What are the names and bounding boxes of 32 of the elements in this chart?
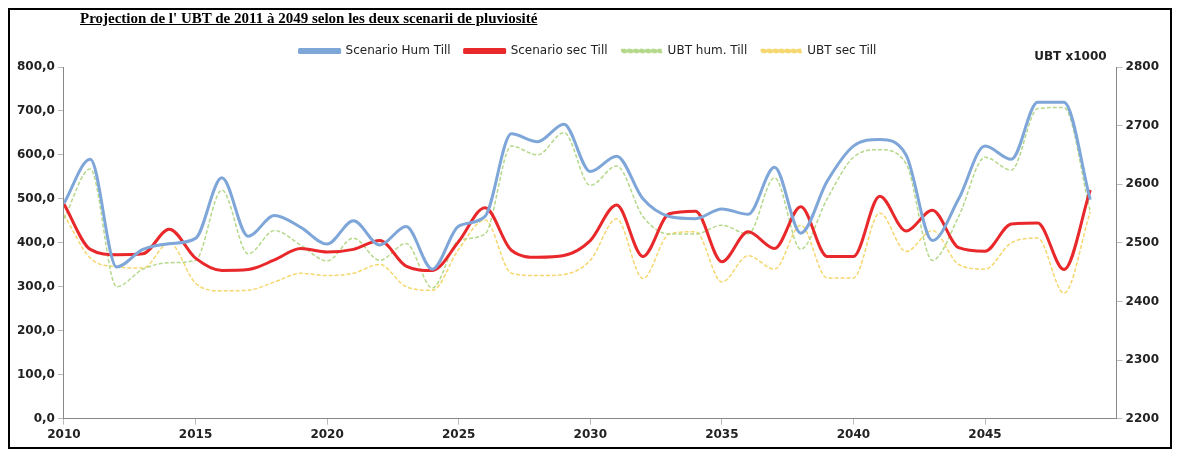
y2-tick-label: 2500 xyxy=(1125,234,1160,249)
x-tick-label: 2020 xyxy=(310,426,344,441)
y-tick-label: 500,0 xyxy=(16,190,55,205)
y2-tick-label: 2200 xyxy=(1125,410,1160,425)
y2-tick-label: 2300 xyxy=(1125,352,1160,367)
x-tick-label: 2040 xyxy=(836,426,871,441)
legend-label: Scenario sec Till xyxy=(510,43,608,58)
chart-title: Projection de l' UBT de 2011 à 2049 selon les deux scenarii de pluviosité xyxy=(79,10,539,27)
y-tick-label: 300,0 xyxy=(16,278,55,293)
x-tick-label: 2010 xyxy=(47,426,81,441)
y-tick-label: 600,0 xyxy=(16,147,55,162)
x-tick-label: 2025 xyxy=(442,426,476,441)
y-tick-label: 0,0 xyxy=(33,410,55,425)
x-tick-label: 2035 xyxy=(705,426,739,441)
x-tick-label: 2045 xyxy=(968,426,1002,441)
y-tick-label: 100,0 xyxy=(16,366,55,381)
line-series xyxy=(63,210,1092,294)
line-series xyxy=(63,188,1092,272)
y2-tick-label: 2600 xyxy=(1125,176,1160,191)
legend-label: Scenario Hum Till xyxy=(345,43,451,58)
legend-label: UBT sec Till xyxy=(807,43,877,58)
y-tick-label: 400,0 xyxy=(16,234,55,249)
x-tick-label: 2015 xyxy=(178,426,213,441)
y2-tick-label: 2400 xyxy=(1125,293,1160,308)
legend-label: UBT hum. Till xyxy=(667,43,748,58)
x-tick-label: 2030 xyxy=(573,426,607,441)
y-tick-label: 800,0 xyxy=(16,59,55,74)
y2-tick-label: 2700 xyxy=(1125,117,1160,132)
y-tick-label: 700,0 xyxy=(16,103,55,118)
y2-axis-title: UBT x1000 xyxy=(1034,49,1107,64)
y-tick-label: 200,0 xyxy=(16,322,55,337)
y2-tick-label: 2800 xyxy=(1125,59,1160,74)
